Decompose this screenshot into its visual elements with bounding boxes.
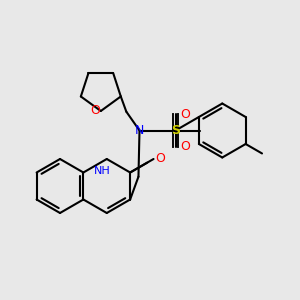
Text: O: O xyxy=(180,140,190,154)
Text: S: S xyxy=(171,124,180,137)
Text: O: O xyxy=(155,152,165,166)
Text: NH: NH xyxy=(94,167,111,176)
Text: O: O xyxy=(91,104,100,118)
Text: O: O xyxy=(180,107,190,121)
Text: N: N xyxy=(135,124,144,137)
